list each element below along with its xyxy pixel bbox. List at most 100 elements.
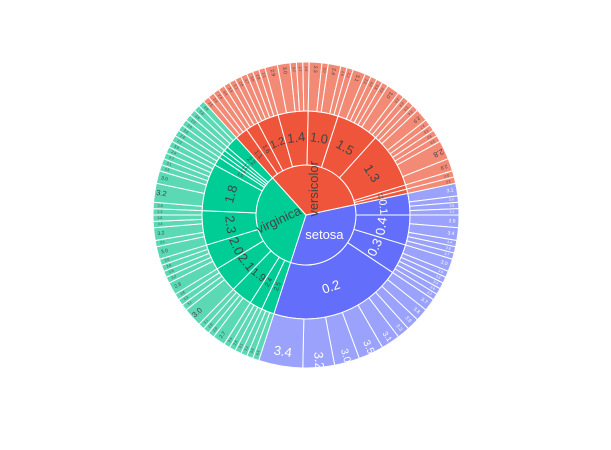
sepal-width-label-virginica-2-2: 2.8 — [207, 322, 213, 328]
sepal-width-label-virginica-7-1: 2.8 — [180, 134, 186, 140]
sepal-width-label-versicolor-6-3: 2.7 — [419, 124, 425, 130]
sepal-width-label-versicolor-6-7: 2.8 — [432, 147, 445, 160]
petal-width-label-virginica-1: 2.4 — [264, 277, 275, 289]
ring-petal-width — [201, 110, 411, 320]
sepal-width-label-versicolor-4-0: 2.3 — [312, 65, 318, 73]
sepal-width-label-setosa-2-2: 3.5 — [435, 274, 441, 280]
sepal-width-label-setosa-3-6: 3.0 — [338, 348, 352, 365]
sepal-width-label-virginica-5-3: 3.4 — [158, 222, 163, 226]
sepal-width-label-virginica-4-0: 2.8 — [174, 281, 183, 290]
sepal-width-label-virginica-4-1: 3.2 — [171, 274, 177, 280]
sepal-width-label-virginica-6-4: 3.1 — [166, 161, 172, 166]
sepal-width-label-versicolor-4-1: 2.0 — [322, 67, 327, 72]
sepal-width-label-virginica-7-0: 2.2 — [176, 139, 182, 145]
sepal-width-label-virginica-4-2: 2.5 — [168, 269, 174, 275]
sepal-width-label-virginica-0-2: 3.1 — [244, 345, 250, 351]
sepal-width-label-versicolor-4-2: 2.4 — [329, 67, 336, 75]
sepal-width-label-setosa-0-0: 3.1 — [446, 187, 454, 194]
petal-width-label-setosa-0: 0.1 — [376, 199, 390, 215]
sepal-width-label-virginica-6-2: 3.0 — [160, 175, 168, 183]
sepal-width-label-versicolor-5-5: 3.0 — [385, 90, 394, 99]
sepal-width-label-virginica-3-1: 3.1 — [186, 300, 192, 306]
sepal-width-label-versicolor-2-3: 2.8 — [255, 74, 260, 80]
sepal-width-label-versicolor-2-1: 2.7 — [244, 78, 250, 84]
petal-width-label-versicolor-0: 1.1 — [252, 149, 263, 161]
sepal-width-label-setosa-0-1: 3.0 — [449, 197, 454, 201]
sepal-width-label-versicolor-2-0: 2.6 — [238, 81, 244, 87]
sepal-width-label-virginica-0-1: 3.6 — [249, 348, 255, 354]
petal-width-label-virginica-4: 2.0 — [226, 235, 247, 258]
sepal-width-label-virginica-6-1: 3.2 — [156, 188, 168, 198]
sepal-width-label-virginica-10-0: 2.5 — [190, 119, 196, 125]
sepal-width-label-setosa-1-0: 3.9 — [448, 218, 455, 224]
sepal-width-label-setosa-3-3: 3.3 — [394, 323, 403, 332]
sepal-width-label-versicolor-5-0: 3.1 — [353, 74, 361, 83]
sepal-width-label-virginica-1-2: 3.4 — [227, 337, 233, 343]
sepal-width-label-virginica-4-4: 3.0 — [164, 257, 170, 262]
sepal-width-label-setosa-2-4: 3.8 — [429, 285, 435, 291]
sepal-width-label-setosa-1-4: 3.7 — [444, 252, 450, 257]
sepal-width-label-virginica-6-5: 2.7 — [168, 156, 174, 162]
sepal-width-label-setosa-0-3: 4.1 — [450, 210, 455, 214]
petal-width-label-virginica-8: 1.4 — [239, 167, 247, 175]
sepal-width-label-versicolor-2-4: 2.2 — [261, 72, 266, 78]
sepal-width-label-versicolor-1-0: 3.4 — [222, 90, 228, 96]
sepal-width-label-virginica-5-2: 3.2 — [157, 230, 165, 237]
sepal-width-label-virginica-11-1: 2.8 — [199, 110, 205, 116]
petal-width-label-versicolor-3: 1.4 — [286, 129, 306, 146]
petal-width-label-virginica-11: 2.2 — [245, 156, 257, 168]
sepal-width-label-virginica-6-6: 2.9 — [171, 150, 177, 156]
petal-width-label-versicolor-7: 1.7 — [376, 192, 383, 199]
sepal-width-label-virginica-5-5: 2.3 — [157, 210, 162, 214]
sepal-width-label-versicolor-1-2: 2.7 — [233, 84, 239, 90]
petal-width-label-versicolor-4: 1.0 — [309, 129, 329, 147]
sepal-width-label-versicolor-4-4: 2.2 — [346, 72, 351, 78]
sepal-width-label-virginica-1-1: 2.8 — [233, 340, 239, 346]
petal-width-label-virginica-6: 1.8 — [221, 183, 240, 204]
sepal-width-label-versicolor-3-2: 3.2 — [292, 67, 296, 72]
sepal-width-label-virginica-6-0: 2.8 — [158, 204, 163, 208]
sepal-width-label-virginica-6-7: 3.0 — [173, 144, 179, 150]
sepal-width-label-versicolor-5-1: 2.2 — [363, 78, 369, 84]
sepal-width-label-versicolor-6-0: 2.3 — [403, 105, 409, 111]
sepal-width-label-virginica-8-0: 2.6 — [183, 128, 189, 134]
sepal-width-label-versicolor-0-0: 2.5 — [207, 101, 213, 107]
sepal-width-label-versicolor-6-2: 2.9 — [412, 115, 421, 124]
sepal-width-label-virginica-1-0: 3.1 — [238, 343, 244, 349]
sepal-width-segment-versicolor-8-0[interactable] — [406, 176, 457, 194]
sepal-width-label-virginica-2-0: 2.7 — [218, 330, 227, 339]
sepal-width-label-virginica-5-0: 3.0 — [160, 248, 168, 256]
sepal-width-label-versicolor-6-6: 2.6 — [429, 139, 435, 145]
sepal-width-label-versicolor-5-3: 2.8 — [374, 84, 380, 90]
petal-width-label-virginica-5: 2.3 — [222, 215, 239, 235]
ring-sepal-width — [152, 61, 460, 369]
sepal-width-label-virginica-3-2: 3.3 — [183, 295, 189, 301]
sepal-width-label-setosa-1-3: 3.8 — [445, 246, 451, 251]
sepal-width-label-virginica-11-0: 3.8 — [194, 114, 200, 120]
sepal-width-label-versicolor-6-1: 2.4 — [407, 110, 413, 116]
sepal-width-label-versicolor-5-2: 3.2 — [368, 81, 374, 87]
sepal-width-label-setosa-3-1: 3.8 — [412, 306, 421, 315]
sepal-width-label-setosa-2-5: 2.3 — [426, 290, 432, 296]
sepal-width-label-versicolor-5-7: 2.4 — [398, 101, 404, 107]
petal-width-label-versicolor-2: 1.2 — [268, 135, 286, 152]
sepal-width-label-versicolor-5-6: 2.3 — [394, 97, 400, 103]
sepal-width-label-versicolor-4-3: 2.6 — [340, 71, 345, 77]
sepal-width-label-versicolor-3-4: 2.6 — [304, 66, 308, 71]
ring-species — [255, 164, 357, 266]
species-label-versicolor: versicolor — [306, 160, 321, 216]
sepal-width-label-virginica-4-3: 3.8 — [166, 263, 172, 268]
species-label-setosa: setosa — [305, 227, 344, 242]
petal-width-label-versicolor-8: 1.8 — [377, 195, 384, 201]
sepal-width-label-virginica-11-2: 3.0 — [203, 105, 209, 111]
sepal-width-label-versicolor-8-0: 3.2 — [445, 179, 451, 184]
sepal-width-label-setosa-1-2: 4.4 — [447, 240, 453, 245]
sepal-width-label-virginica-5-1: 3.1 — [160, 240, 166, 245]
sepal-width-label-setosa-3-8: 3.4 — [273, 342, 293, 360]
sepal-width-label-versicolor-3-0: 2.9 — [269, 69, 276, 77]
sepal-width-label-versicolor-6-8: 2.9 — [439, 163, 448, 171]
sepal-width-label-virginica-0-0: 3.3 — [255, 350, 260, 356]
petal-width-label-virginica-0: 2.5 — [273, 281, 283, 292]
sepal-width-label-versicolor-7-0: 3.0 — [444, 173, 450, 178]
sepal-width-label-versicolor-6-4: 2.5 — [423, 129, 429, 135]
